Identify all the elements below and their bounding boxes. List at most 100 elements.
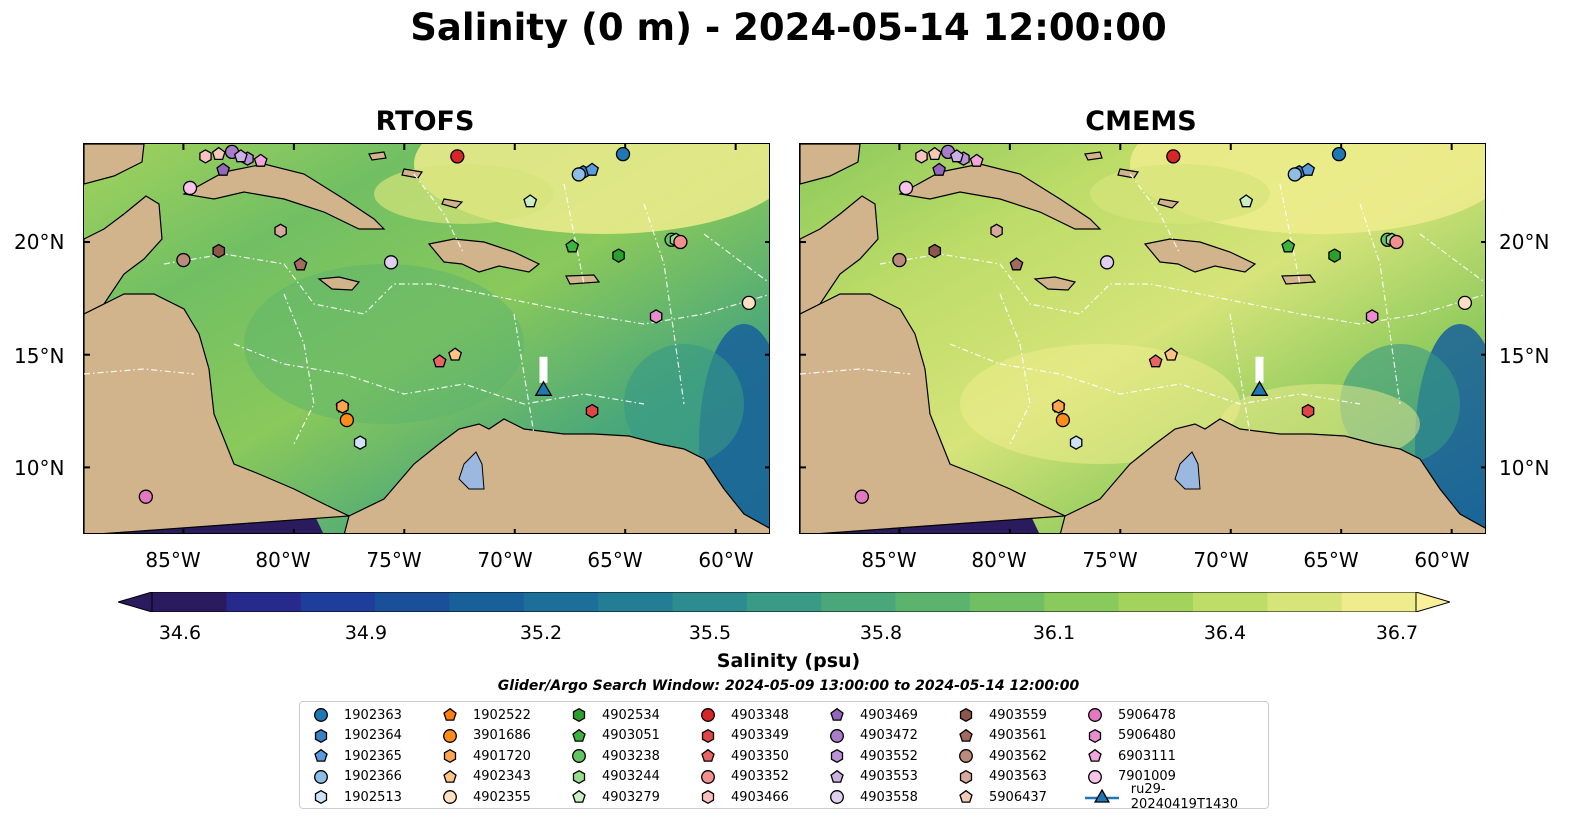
float-marker (176, 252, 191, 268)
eez-boundary (1279, 183, 1301, 285)
legend-item: 4903558 (826, 787, 918, 807)
float-marker (274, 223, 287, 239)
lon-tick: 80°W (255, 548, 311, 572)
colorbar-segment (969, 592, 1045, 612)
float-marker (571, 167, 586, 182)
legend-marker (572, 790, 586, 804)
land-mass (1084, 151, 1103, 161)
legend-item: 4903349 (697, 726, 789, 746)
legend-marker (830, 728, 844, 743)
float-marker (741, 295, 757, 311)
high-salinity-region (1090, 164, 1270, 224)
legend-item: 1902363 (310, 705, 402, 725)
lon-tick: 85°W (145, 548, 201, 572)
eez-boundary (563, 183, 585, 285)
legend-marker-icon (314, 749, 328, 762)
float-marker (1287, 167, 1302, 182)
float-marker (450, 149, 465, 164)
legend-marker-icon (830, 790, 844, 805)
land-mass (317, 276, 361, 291)
legend-label: 4903466 (731, 789, 789, 805)
colorbar-tick: 34.9 (344, 622, 388, 644)
float-marker (1009, 257, 1024, 271)
float-marker (892, 252, 907, 268)
colorbar-label: Salinity (psu) (716, 650, 861, 672)
glider-track (1255, 356, 1264, 383)
lon-tick: 70°W (477, 548, 533, 572)
lat-tick-right: 15°N (1499, 344, 1550, 368)
legend-marker-icon (830, 749, 844, 764)
legend-label: 1902522 (473, 707, 531, 723)
legend-label: 6903111 (1118, 748, 1176, 764)
legend-marker-icon (701, 708, 715, 722)
colorbar-under-arrow (116, 591, 153, 613)
legend-marker-icon (959, 749, 973, 764)
legend-marker (701, 769, 715, 784)
eez-boundary (413, 173, 465, 255)
legend-item: 4903553 (826, 767, 918, 787)
land-mass (1059, 418, 1485, 533)
legend-item: 4903561 (955, 726, 1047, 746)
legend-item: 4903469 (826, 705, 918, 725)
land-mass (401, 168, 424, 179)
colorbar-segment (1267, 592, 1343, 612)
float-marker (253, 153, 268, 167)
float-marker (1166, 149, 1181, 164)
colorbar-segment (821, 592, 897, 612)
legend-item: 1902522 (439, 705, 531, 725)
colorbar-segment (598, 592, 674, 612)
legend-item: 4903051 (568, 726, 660, 746)
legend-marker (443, 728, 457, 743)
legend-marker (1088, 769, 1102, 784)
float-marker (1281, 239, 1296, 253)
colorbar-segment (226, 592, 302, 612)
legend-label: 4903349 (731, 728, 789, 744)
legend-item: 4903563 (955, 767, 1047, 787)
legend-marker (959, 790, 973, 804)
legend-label: 4903553 (860, 769, 918, 785)
map-panel-cmems[interactable] (799, 143, 1486, 534)
float-marker (432, 354, 447, 368)
legend-item: 1902366 (310, 767, 402, 787)
legend-marker-icon (443, 749, 457, 764)
legend-label: 5906478 (1118, 707, 1176, 723)
legend-item: 4903552 (826, 746, 918, 766)
float-marker (932, 162, 947, 176)
legend-marker (314, 749, 328, 762)
legend-item: ru29-20240419T1430 (1084, 782, 1268, 812)
legend-label: 7901009 (1118, 769, 1176, 785)
eez-boundary (233, 343, 645, 405)
legend-item: 4903472 (826, 726, 918, 746)
legend-marker (443, 790, 457, 805)
float-marker (383, 255, 399, 270)
lon-tick: 65°W (1303, 548, 1359, 572)
float-marker (1331, 146, 1347, 162)
float-marker (211, 146, 226, 161)
colorbar-tick: 35.2 (519, 622, 563, 644)
lon-tick: 60°W (698, 548, 754, 572)
legend-marker-icon (1088, 749, 1102, 762)
colorbar-segment (523, 592, 599, 612)
legend-marker-icon (701, 728, 715, 743)
mid-salinity-region (244, 264, 524, 424)
legend-marker (701, 749, 715, 762)
legend-item: 6903111 (1084, 746, 1176, 766)
legend-marker (1093, 789, 1111, 804)
lon-tick: 70°W (1193, 548, 1249, 572)
lat-tick-left: 15°N (14, 344, 65, 368)
lon-tick: 85°W (861, 548, 917, 572)
legend-item: 4903562 (955, 746, 1047, 766)
map-panel-rtofs[interactable] (83, 143, 770, 534)
float-marker (949, 149, 964, 163)
legend-marker-icon (1088, 728, 1102, 743)
float-marker (182, 180, 198, 196)
float-marker (1055, 412, 1071, 428)
panel-title-cmems: CMEMS (1085, 106, 1197, 137)
legend-item: 4902343 (439, 767, 531, 787)
colorbar-segment (449, 592, 525, 612)
lake-maracaibo (458, 451, 485, 490)
legend-label: 4902355 (473, 789, 531, 805)
colorbar-segment (375, 592, 451, 612)
legend-label: 4903051 (602, 728, 660, 744)
legend-label: 4903561 (989, 728, 1047, 744)
